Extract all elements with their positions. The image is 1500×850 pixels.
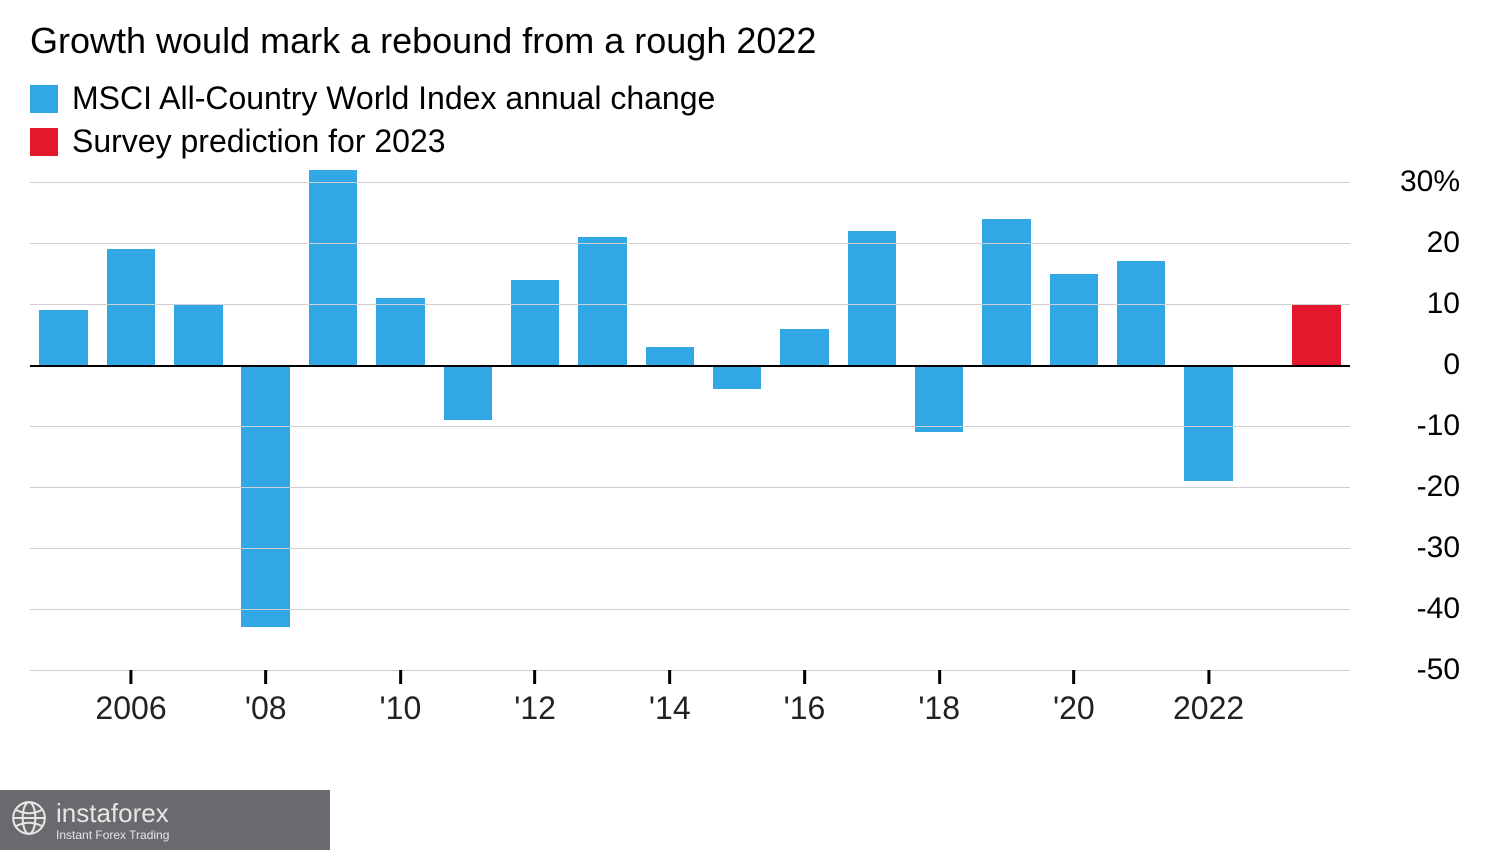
chart-title: Growth would mark a rebound from a rough…: [30, 20, 1470, 62]
x-label: 2006: [95, 690, 166, 727]
tick-mark: [803, 670, 806, 684]
gridline: [30, 365, 1350, 367]
tick-mark: [1072, 670, 1075, 684]
x-tick: '20: [1053, 670, 1095, 727]
bar: [780, 329, 828, 366]
gridline: [30, 487, 1350, 488]
bar: [241, 365, 289, 627]
x-tick: '14: [649, 670, 691, 727]
y-label: 30%: [1400, 165, 1460, 199]
plot-area: [30, 170, 1350, 670]
y-axis: 30%20100-10-20-30-40-50: [1360, 170, 1470, 670]
watermark-main: instaforex: [56, 800, 169, 826]
gridline: [30, 182, 1350, 183]
bar: [511, 280, 559, 365]
bar: [309, 170, 357, 365]
watermark-sub: Instant Forex Trading: [56, 829, 169, 841]
y-label: -20: [1417, 470, 1460, 504]
x-tick: '16: [784, 670, 826, 727]
bar: [578, 237, 626, 365]
x-tick: 2022: [1173, 670, 1244, 727]
bar: [915, 365, 963, 432]
gridline: [30, 548, 1350, 549]
legend-item: MSCI All-Country World Index annual chan…: [30, 80, 1470, 117]
gridline: [30, 304, 1350, 305]
x-tick: '10: [380, 670, 422, 727]
gridline: [30, 243, 1350, 244]
x-label: '18: [918, 690, 960, 727]
x-axis: 2006 '08 '10 '12 '14 '16 '18 '20 2022: [30, 670, 1350, 730]
x-label: '14: [649, 690, 691, 727]
bar: [1184, 365, 1232, 481]
bar: [444, 365, 492, 420]
bar: [376, 298, 424, 365]
x-tick: '18: [918, 670, 960, 727]
legend-item: Survey prediction for 2023: [30, 123, 1470, 160]
x-label: '10: [380, 690, 422, 727]
y-label: -10: [1417, 409, 1460, 443]
bar: [1050, 274, 1098, 365]
watermark-text: instaforex Instant Forex Trading: [56, 800, 169, 841]
y-label: -30: [1417, 531, 1460, 565]
legend: MSCI All-Country World Index annual chan…: [30, 80, 1470, 160]
gridline: [30, 426, 1350, 427]
y-label: 10: [1427, 287, 1460, 321]
bar: [713, 365, 761, 389]
bar: [39, 310, 87, 365]
bar: [174, 304, 222, 365]
bar: [982, 219, 1030, 365]
y-label: 0: [1443, 348, 1460, 382]
tick-mark: [399, 670, 402, 684]
legend-label-1: Survey prediction for 2023: [72, 123, 446, 160]
bar: [1292, 304, 1340, 365]
x-tick: 2006: [95, 670, 166, 727]
tick-mark: [534, 670, 537, 684]
x-label: '20: [1053, 690, 1095, 727]
bar: [848, 231, 896, 365]
chart: 30%20100-10-20-30-40-50 2006'08'10'12'14…: [30, 170, 1470, 730]
y-label: -40: [1417, 592, 1460, 626]
tick-mark: [668, 670, 671, 684]
globe-icon: [10, 799, 48, 842]
tick-mark: [264, 670, 267, 684]
x-tick: '12: [514, 670, 556, 727]
bars-layer: [30, 170, 1350, 670]
tick-mark: [938, 670, 941, 684]
gridline: [30, 609, 1350, 610]
legend-swatch-1: [30, 128, 58, 156]
bar: [1117, 261, 1165, 365]
watermark: instaforex Instant Forex Trading: [0, 790, 330, 850]
y-label: -50: [1417, 653, 1460, 687]
bar: [107, 249, 155, 365]
x-label: '08: [245, 690, 287, 727]
bar: [646, 347, 694, 365]
tick-mark: [1207, 670, 1210, 684]
legend-swatch-0: [30, 85, 58, 113]
x-label: '16: [784, 690, 826, 727]
tick-mark: [130, 670, 133, 684]
x-label: 2022: [1173, 690, 1244, 727]
x-label: '12: [514, 690, 556, 727]
legend-label-0: MSCI All-Country World Index annual chan…: [72, 80, 715, 117]
y-label: 20: [1427, 226, 1460, 260]
x-tick: '08: [245, 670, 287, 727]
